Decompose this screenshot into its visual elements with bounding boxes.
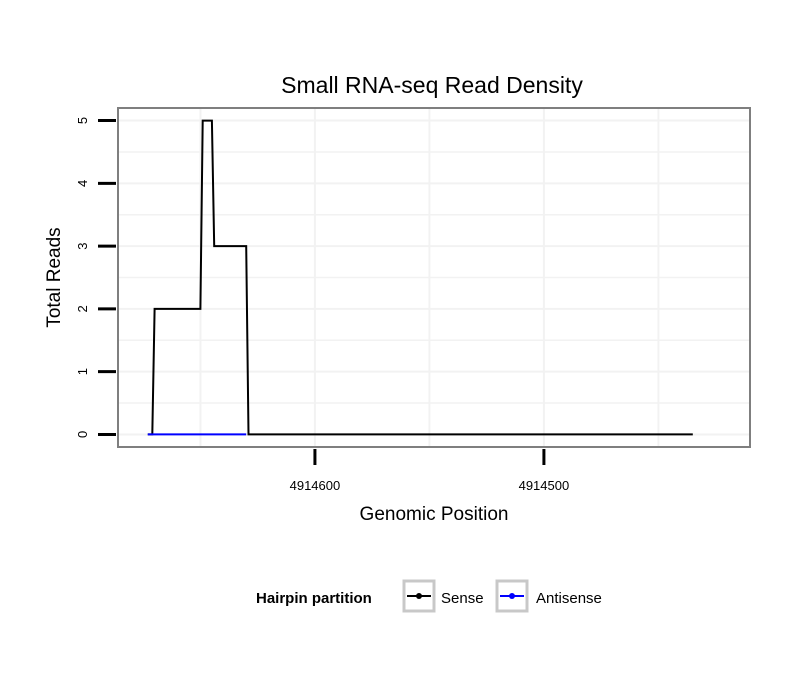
legend-point-antisense <box>509 593 515 599</box>
y-axis-label: Total Reads <box>44 227 65 327</box>
legend-item-sense[interactable]: Sense <box>402 579 484 613</box>
legend-point-sense <box>416 593 422 599</box>
y-tick-label: 1 <box>75 368 90 375</box>
y-tick-label: 2 <box>75 305 90 312</box>
chart-title: Small RNA-seq Read Density <box>281 72 583 98</box>
y-tick-label: 4 <box>75 180 90 187</box>
series-line-sense <box>147 119 693 436</box>
legend-item-antisense[interactable]: Antisense <box>495 579 602 613</box>
y-tick-label: 3 <box>75 242 90 249</box>
plot-panel-border <box>117 107 751 448</box>
legend-label-sense: Sense <box>441 590 484 607</box>
axes: 0 1 2 3 4 5 4914600 4914500 <box>75 117 569 493</box>
data-series <box>147 119 693 436</box>
grid-lines <box>118 108 750 447</box>
legend-title: Hairpin partition <box>256 590 372 607</box>
x-tick-label: 4914500 <box>519 478 570 493</box>
legend-label-antisense: Antisense <box>536 590 602 607</box>
y-tick-label: 0 <box>75 431 90 438</box>
legend: Hairpin partition Sense Antisense <box>256 579 602 613</box>
x-tick-label: 4914600 <box>290 478 341 493</box>
x-axis-label: Genomic Position <box>360 504 509 525</box>
y-tick-label: 5 <box>75 117 90 124</box>
